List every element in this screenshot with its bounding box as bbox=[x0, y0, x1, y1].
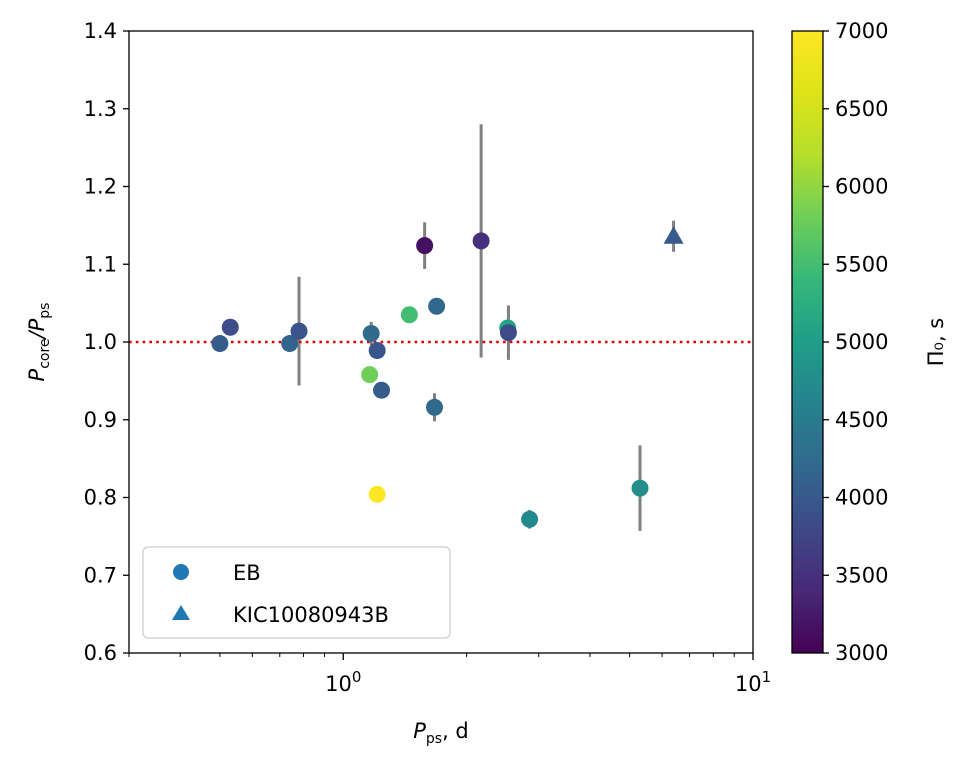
y-tick-label: 1.0 bbox=[84, 330, 117, 354]
y-tick-label: 1.2 bbox=[84, 175, 117, 199]
legend-marker-kic bbox=[172, 605, 190, 620]
data-point-8 bbox=[373, 381, 391, 399]
colorbar-label: Π₀, s bbox=[924, 318, 948, 367]
data-point-1 bbox=[221, 318, 239, 336]
colorbar-tick-label: 5000 bbox=[835, 330, 888, 354]
colorbar-tick-label: 3000 bbox=[835, 641, 888, 665]
y-axis: 0.6 0.7 0.8 0.9 1.0 1.1 1.2 1.3 1.4 bbox=[84, 19, 129, 665]
y-tick-label: 0.7 bbox=[84, 563, 117, 587]
colorbar-tick-label: 4500 bbox=[835, 408, 888, 432]
legend-box bbox=[142, 546, 451, 639]
legend-marker-eb bbox=[173, 564, 189, 580]
x-tick-label: 100 bbox=[325, 668, 361, 696]
colorbar-tick-label: 6500 bbox=[835, 97, 888, 121]
data-point-7 bbox=[368, 485, 386, 503]
legend: EB KIC10080943B bbox=[142, 546, 451, 639]
data-point-15 bbox=[499, 324, 517, 342]
colorbar-axis: 3000 3500 4000 4500 5000 5500 6000 6500 7000 bbox=[823, 19, 888, 665]
points-layer bbox=[211, 226, 684, 528]
y-tick-label: 1.4 bbox=[84, 19, 117, 43]
y-axis-label: Pcore/Pps bbox=[25, 303, 53, 382]
colorbar-tick-label: 6000 bbox=[835, 175, 888, 199]
data-point-16 bbox=[521, 510, 539, 528]
data-point-0 bbox=[211, 335, 229, 353]
y-tick-label: 1.3 bbox=[84, 97, 117, 121]
data-point-3 bbox=[290, 322, 308, 340]
data-point-5 bbox=[362, 324, 380, 342]
data-point-triangle-0 bbox=[663, 226, 684, 244]
y-tick-label: 0.6 bbox=[84, 641, 117, 665]
colorbar-tick-label: 5500 bbox=[835, 252, 888, 276]
data-point-17 bbox=[631, 479, 649, 497]
y-tick-label: 0.9 bbox=[84, 408, 117, 432]
x-axis: 100 101 bbox=[128, 653, 771, 696]
colorbar-tick-label: 7000 bbox=[835, 19, 888, 43]
data-point-2 bbox=[281, 335, 299, 353]
data-point-4 bbox=[361, 366, 379, 384]
data-point-6 bbox=[368, 342, 386, 360]
data-point-12 bbox=[428, 297, 446, 315]
data-point-11 bbox=[426, 398, 444, 416]
data-point-13 bbox=[472, 232, 490, 250]
errorbars-layer bbox=[297, 124, 676, 531]
data-point-9 bbox=[400, 306, 418, 324]
data-point-10 bbox=[416, 237, 434, 255]
x-axis-label: Pps, d bbox=[413, 719, 469, 747]
colorbar-tick-label: 4000 bbox=[835, 486, 888, 510]
x-tick-label: 101 bbox=[735, 668, 771, 696]
colorbar bbox=[791, 30, 824, 654]
legend-label-eb: EB bbox=[233, 561, 261, 585]
colorbar-tick-label: 3500 bbox=[835, 563, 888, 587]
y-tick-label: 1.1 bbox=[84, 252, 117, 276]
legend-label-kic: KIC10080943B bbox=[233, 603, 389, 627]
y-tick-label: 0.8 bbox=[84, 486, 117, 510]
